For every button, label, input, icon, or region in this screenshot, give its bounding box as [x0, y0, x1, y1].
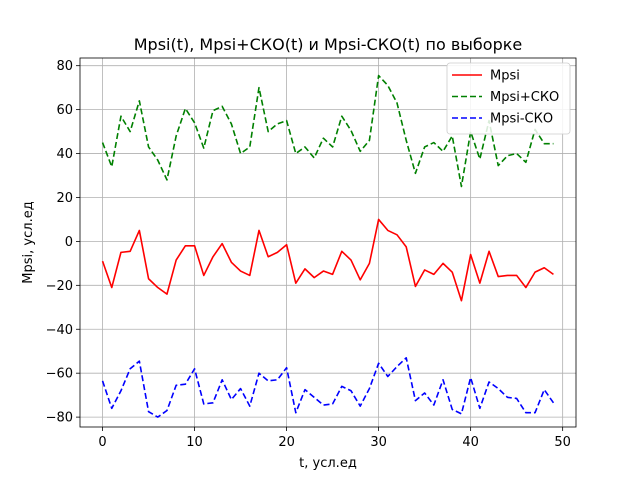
legend-label: Mpsi+СКО [490, 90, 559, 105]
series-line-2 [101, 357, 555, 418]
x-tick-label: 50 [554, 435, 571, 450]
x-tick-label: 20 [278, 435, 295, 450]
series-line-1 [101, 74, 554, 188]
grid [80, 58, 576, 427]
series-layer [101, 74, 555, 418]
x-tick-label: 10 [186, 435, 203, 450]
y-tick-label: 40 [56, 147, 73, 162]
series-line-0 [101, 218, 554, 302]
y-tick-label: −60 [46, 367, 73, 382]
legend: Mpsi Mpsi+СКО Mpsi-СКО [446, 62, 571, 135]
x-tick-label: 0 [98, 435, 106, 450]
y-tick-label: −80 [46, 411, 73, 426]
y-tick-label: 0 [65, 235, 73, 250]
legend-label: Mpsi [490, 69, 520, 84]
ticks: 0 10 20 30 40 50 −80 −60 −40 −20 0 20 40 60 80 [46, 59, 571, 450]
y-tick-label: 60 [56, 103, 73, 118]
legend-box [446, 62, 571, 135]
y-tick-label: −20 [46, 279, 73, 294]
x-tick-label: 30 [370, 435, 387, 450]
y-axis-title: Mpsi, усл.ед [21, 201, 36, 283]
y-tick-label: 20 [56, 191, 73, 206]
y-tick-label: −40 [46, 323, 73, 338]
chart-title: Mpsi(t), Mpsi+СКО(t) и Mpsi-СКО(t) по вы… [134, 35, 522, 54]
x-tick-label: 40 [462, 435, 479, 450]
legend-label: Mpsi-СКО [490, 112, 553, 127]
y-tick-label: 80 [56, 59, 73, 74]
x-axis-title: t, усл.ед [299, 456, 357, 471]
plot-frame [79, 57, 577, 428]
